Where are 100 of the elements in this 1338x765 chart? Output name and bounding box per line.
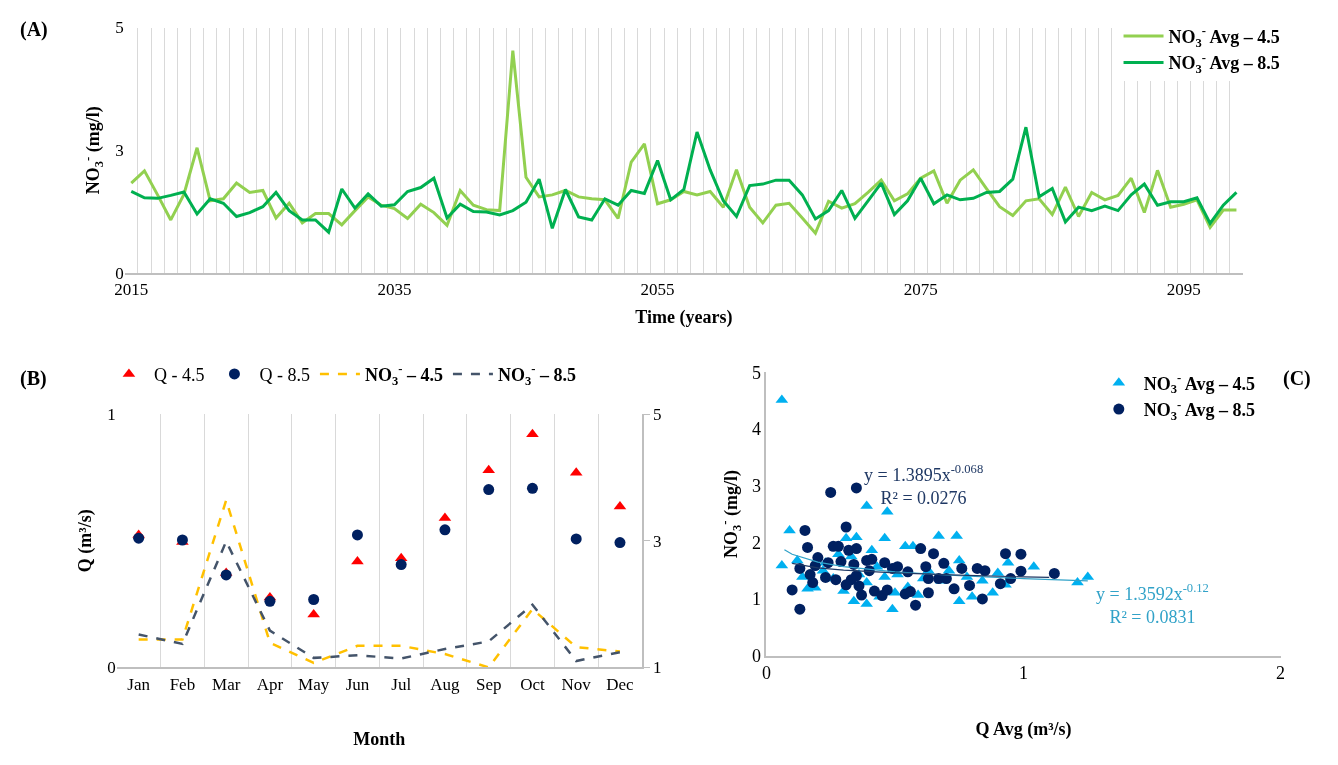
- x-tick-label: Oct: [520, 674, 545, 694]
- x-tick-label: 2035: [377, 280, 412, 300]
- y-tick-label: 1: [107, 405, 116, 425]
- x-axis-title: Month: [353, 729, 406, 750]
- legend-label: NO$_{3}$$^{-}$ Avg – 8.5: [1168, 50, 1280, 77]
- point: [892, 561, 904, 573]
- point: [799, 524, 811, 536]
- point: [850, 570, 862, 582]
- y-tick-label: 5: [752, 362, 762, 383]
- x-tick-label: 1: [1019, 663, 1029, 684]
- x-tick-label: Aug: [430, 674, 461, 694]
- x-tick-label: Apr: [256, 674, 284, 694]
- point: [308, 593, 320, 605]
- legend-label: NO$_{3}$$^{-}$ – 8.5: [497, 362, 576, 388]
- x-tick-label: Jun: [345, 674, 370, 694]
- x-tick-label: 2015: [114, 280, 149, 300]
- legend-label: NO$_{3}$$^{-}$ Avg – 4.5: [1143, 371, 1255, 397]
- point: [922, 587, 934, 599]
- point: [1048, 567, 1060, 579]
- point: [830, 574, 842, 586]
- point: [133, 532, 145, 544]
- point: [979, 565, 991, 577]
- point: [878, 532, 892, 542]
- x-tick-label: 2075: [903, 280, 938, 300]
- x-tick-label: Sep: [475, 674, 502, 694]
- point: [948, 583, 960, 595]
- point: [904, 586, 916, 598]
- point: [866, 553, 878, 565]
- point: [1015, 548, 1027, 560]
- point: [794, 603, 806, 615]
- point: [956, 562, 968, 574]
- x-tick-label: May: [298, 674, 330, 694]
- point: [994, 578, 1006, 590]
- legend-label: Q - 8.5: [259, 364, 310, 385]
- x-tick-label: Feb: [169, 674, 196, 694]
- x-tick-label: 2095: [1166, 280, 1201, 300]
- point: [952, 554, 966, 564]
- line-series: [129, 49, 1238, 235]
- y-tick-label: 3: [115, 141, 124, 161]
- point: [825, 486, 837, 498]
- point: [915, 543, 927, 555]
- point: [570, 533, 582, 545]
- point: [839, 532, 853, 542]
- x-tick-label: Jan: [127, 674, 151, 694]
- point: [614, 537, 626, 549]
- point: [783, 524, 796, 534]
- x-axis-title: Q Avg (m³/s): [975, 718, 1072, 740]
- y-tick-label: 0: [115, 263, 124, 283]
- x-axis-title: Time (years): [635, 306, 733, 328]
- y-axis-title: Q (m³/s): [75, 509, 97, 573]
- x-tick-label: Mar: [212, 674, 241, 694]
- legend-label: NO$_{3}$$^{-}$ Avg – 4.5: [1168, 24, 1280, 50]
- point: [395, 559, 407, 571]
- point: [307, 608, 321, 618]
- point: [850, 482, 862, 494]
- y-tick-label: 4: [752, 419, 762, 440]
- chart-title: (B): [20, 367, 47, 390]
- point: [790, 554, 804, 564]
- point: [820, 571, 832, 583]
- point: [964, 579, 976, 591]
- legend-label: NO$_{3}$$^{-}$ Avg – 8.5: [1143, 397, 1255, 423]
- x-tick-label: Jul: [391, 674, 412, 694]
- annotation: y = 1.3895x$^{-0.068}$ R² = 0.0276: [864, 462, 984, 508]
- chart-title: (A): [20, 18, 48, 41]
- point: [850, 543, 862, 555]
- point: [881, 584, 893, 596]
- point: [879, 557, 891, 569]
- point: [856, 589, 868, 601]
- point: [802, 541, 814, 553]
- y-tick-label: 3: [752, 475, 762, 496]
- point: [526, 482, 538, 494]
- annotation: y = 1.3592x$^{-0.12}$ R² = 0.0831: [1096, 581, 1209, 627]
- y2-tick-label: 5: [652, 405, 662, 425]
- point: [840, 521, 852, 533]
- point: [483, 484, 495, 496]
- point: [1015, 565, 1027, 577]
- legend-label: NO$_{3}$$^{-}$ – 4.5: [364, 362, 443, 388]
- point: [482, 464, 496, 474]
- y-tick-label: 0: [752, 645, 762, 666]
- x-tick-label: Dec: [606, 674, 635, 694]
- line-series: [137, 498, 622, 668]
- point: [807, 577, 819, 589]
- point: [928, 548, 940, 560]
- x-tick-label: 2055: [640, 280, 675, 300]
- chart-title: (C): [1283, 367, 1311, 390]
- legend-label: Q - 4.5: [153, 364, 205, 385]
- x-tick-label: 2: [1276, 663, 1286, 684]
- line-series: [129, 125, 1238, 234]
- point: [220, 569, 232, 581]
- point: [351, 529, 363, 541]
- point: [938, 557, 950, 569]
- y-tick-label: 1: [752, 589, 762, 610]
- y2-tick-label: 3: [652, 531, 662, 551]
- point: [1000, 548, 1012, 560]
- point: [920, 561, 932, 573]
- x-tick-label: Nov: [561, 674, 592, 694]
- point: [910, 599, 922, 611]
- point: [439, 524, 451, 536]
- y-tick-label: 2: [752, 532, 762, 553]
- point: [264, 595, 276, 607]
